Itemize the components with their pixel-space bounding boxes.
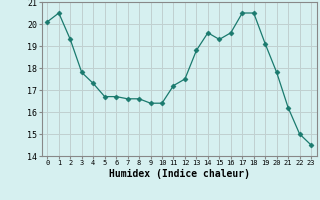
X-axis label: Humidex (Indice chaleur): Humidex (Indice chaleur)	[109, 169, 250, 179]
